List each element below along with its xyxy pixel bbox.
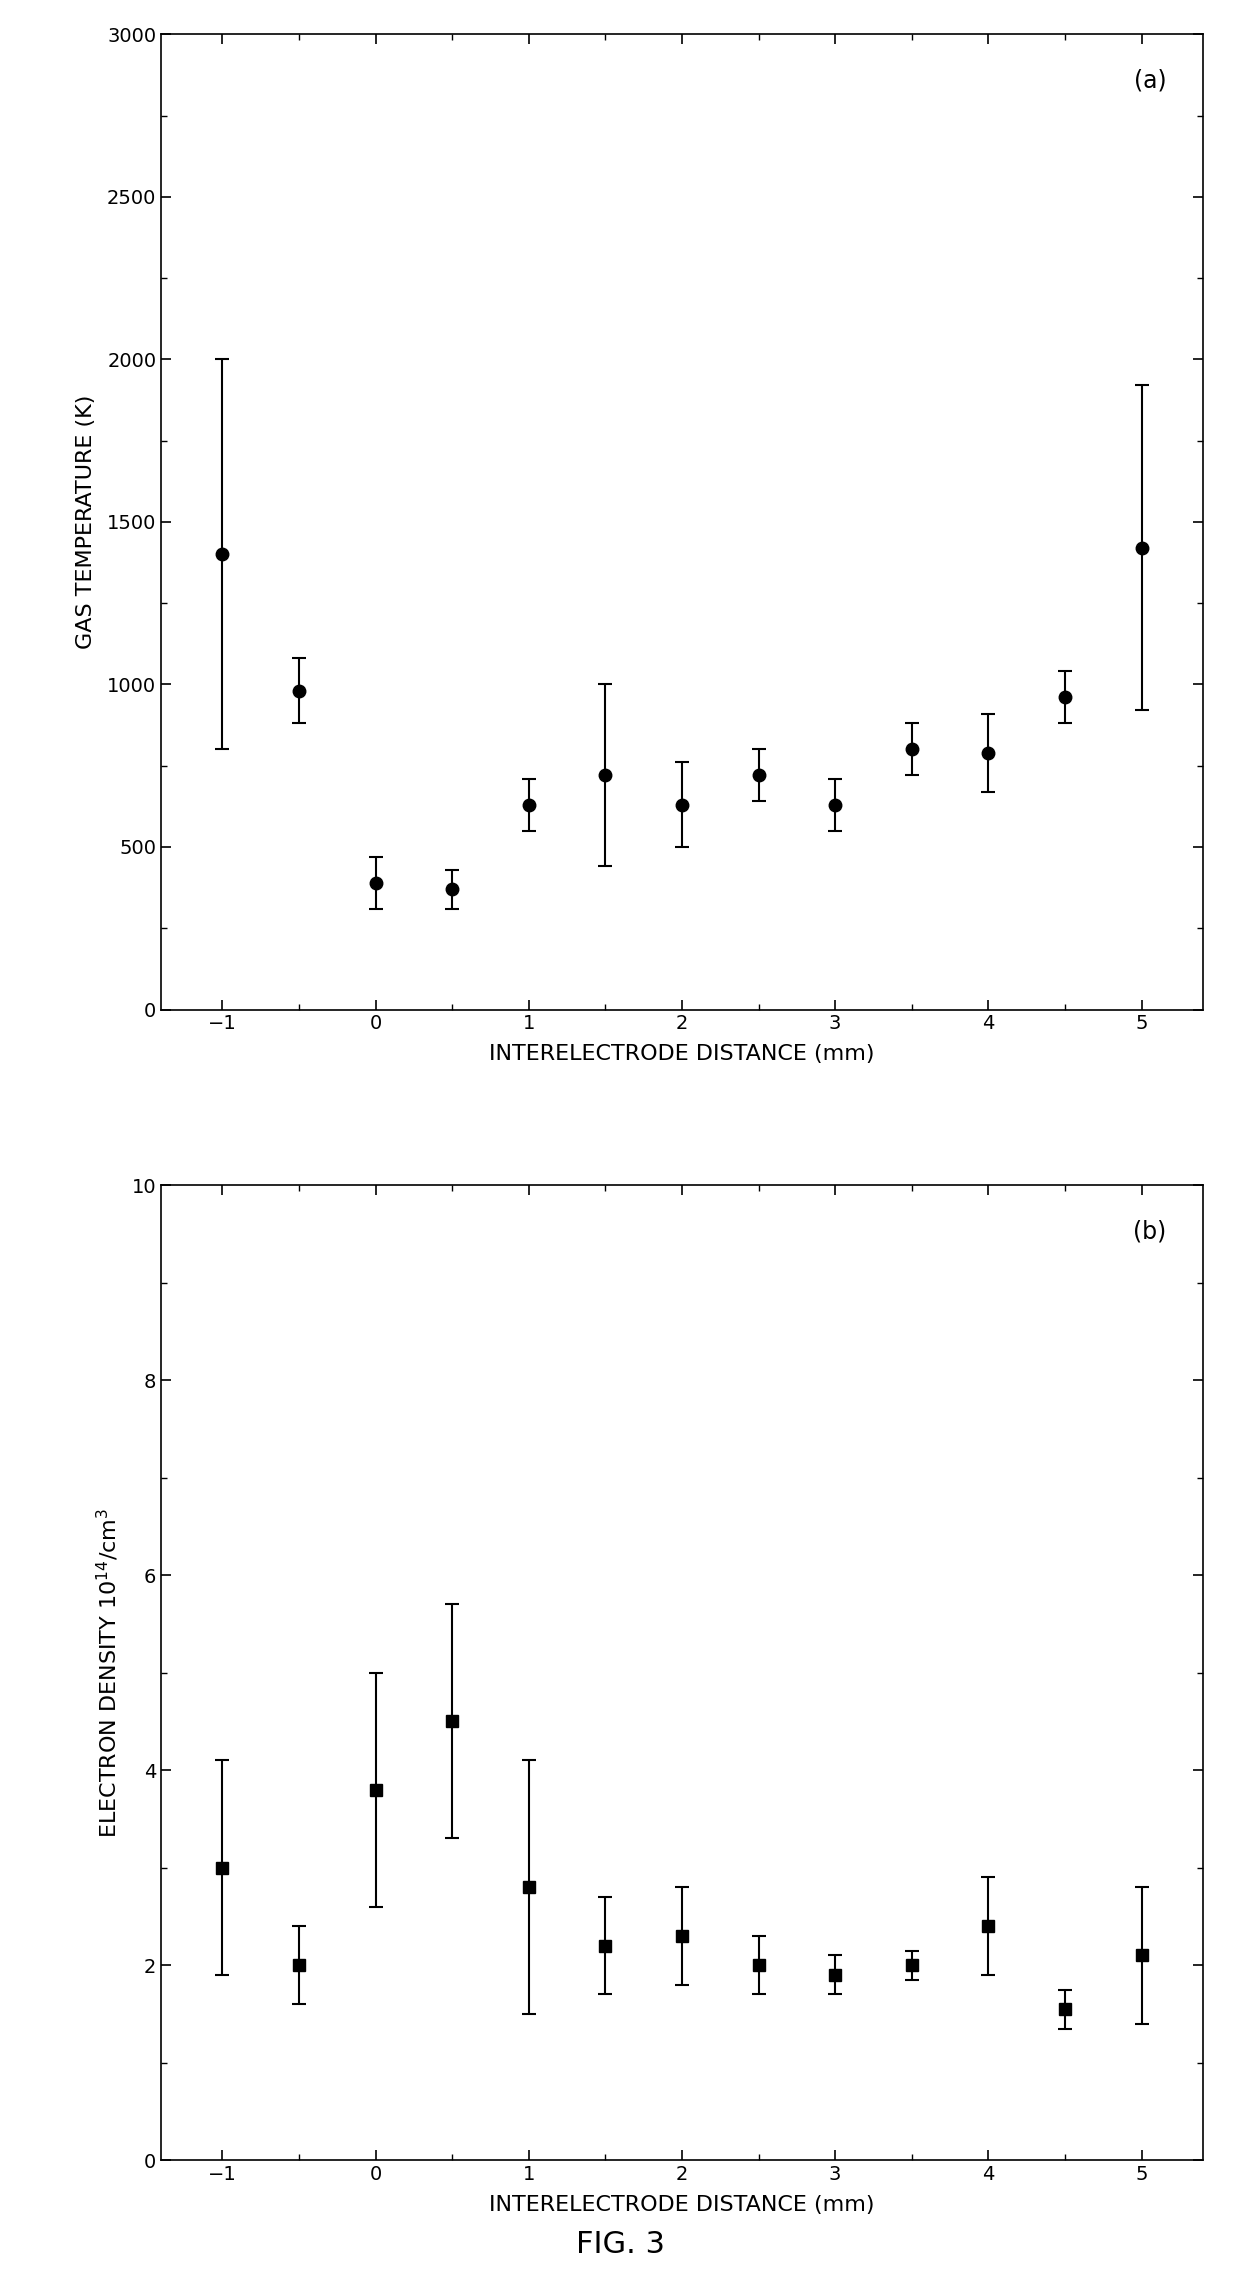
Text: FIG. 3: FIG. 3 (575, 2231, 665, 2259)
X-axis label: INTERELECTRODE DISTANCE (mm): INTERELECTRODE DISTANCE (mm) (490, 2195, 874, 2215)
Y-axis label: ELECTRON DENSITY 10$^{14}$/cm$^3$: ELECTRON DENSITY 10$^{14}$/cm$^3$ (94, 1506, 120, 1838)
X-axis label: INTERELECTRODE DISTANCE (mm): INTERELECTRODE DISTANCE (mm) (490, 1045, 874, 1065)
Text: (b): (b) (1133, 1218, 1167, 1244)
Y-axis label: GAS TEMPERATURE (K): GAS TEMPERATURE (K) (76, 395, 95, 649)
Text: (a): (a) (1133, 69, 1167, 91)
